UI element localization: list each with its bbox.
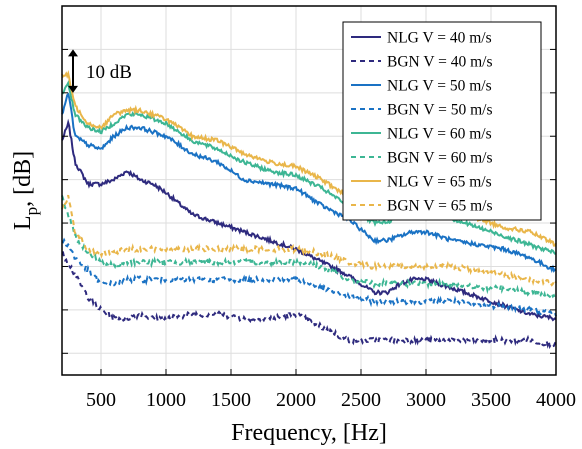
- y-axis-label-main: L: [10, 215, 36, 230]
- x-tick-label: 2500: [341, 389, 381, 411]
- series-line: [61, 92, 557, 274]
- y-axis-label-subscript: p: [22, 207, 41, 216]
- x-tick-label: 1500: [211, 389, 251, 411]
- legend-label: NLG V = 40 m/s: [387, 30, 492, 47]
- legend-label: BGN V = 40 m/s: [387, 54, 493, 71]
- legend-label: NLG V = 65 m/s: [387, 174, 492, 191]
- axis-ticks: 500 1000 1500 2000 2500 3000 3500 4000: [62, 48, 576, 411]
- x-tick-label: 3000: [406, 389, 446, 411]
- x-axis-label: Frequency, [Hz]: [231, 420, 387, 446]
- series-layer: [61, 70, 557, 350]
- legend-label: BGN V = 65 m/s: [387, 198, 493, 215]
- legend-label: BGN V = 60 m/s: [387, 150, 493, 167]
- plot-frame: [61, 5, 557, 376]
- series-line: [61, 79, 556, 255]
- scale-annotation: 10 dB: [68, 49, 132, 93]
- x-tick-label: 1000: [146, 389, 186, 411]
- x-tick-label: 4000: [536, 389, 576, 411]
- legend-box: [342, 21, 542, 221]
- x-tick-label: 2000: [276, 389, 316, 411]
- scale-annotation-label: 10 dB: [86, 62, 132, 83]
- series-line: [61, 118, 557, 322]
- series-line: [61, 251, 557, 350]
- scale-arrow-down-icon: [68, 85, 78, 93]
- x-tick-label: 500: [86, 389, 116, 411]
- series-line: [61, 237, 557, 317]
- scale-arrow-up-icon: [68, 49, 78, 57]
- legend-label: NLG V = 50 m/s: [387, 78, 492, 95]
- series-line: [61, 194, 557, 287]
- series-line: [61, 195, 557, 301]
- y-axis-label-tail: , [dB]: [10, 151, 36, 207]
- legend-label: BGN V = 50 m/s: [387, 102, 493, 119]
- legend-label: NLG V = 60 m/s: [387, 126, 492, 143]
- legend: NLG V = 40 m/s BGN V = 40 m/s NLG V = 50 m…: [342, 21, 542, 221]
- y-axis-label: Lp, [dB]: [10, 151, 41, 230]
- x-tick-label: 3500: [471, 389, 511, 411]
